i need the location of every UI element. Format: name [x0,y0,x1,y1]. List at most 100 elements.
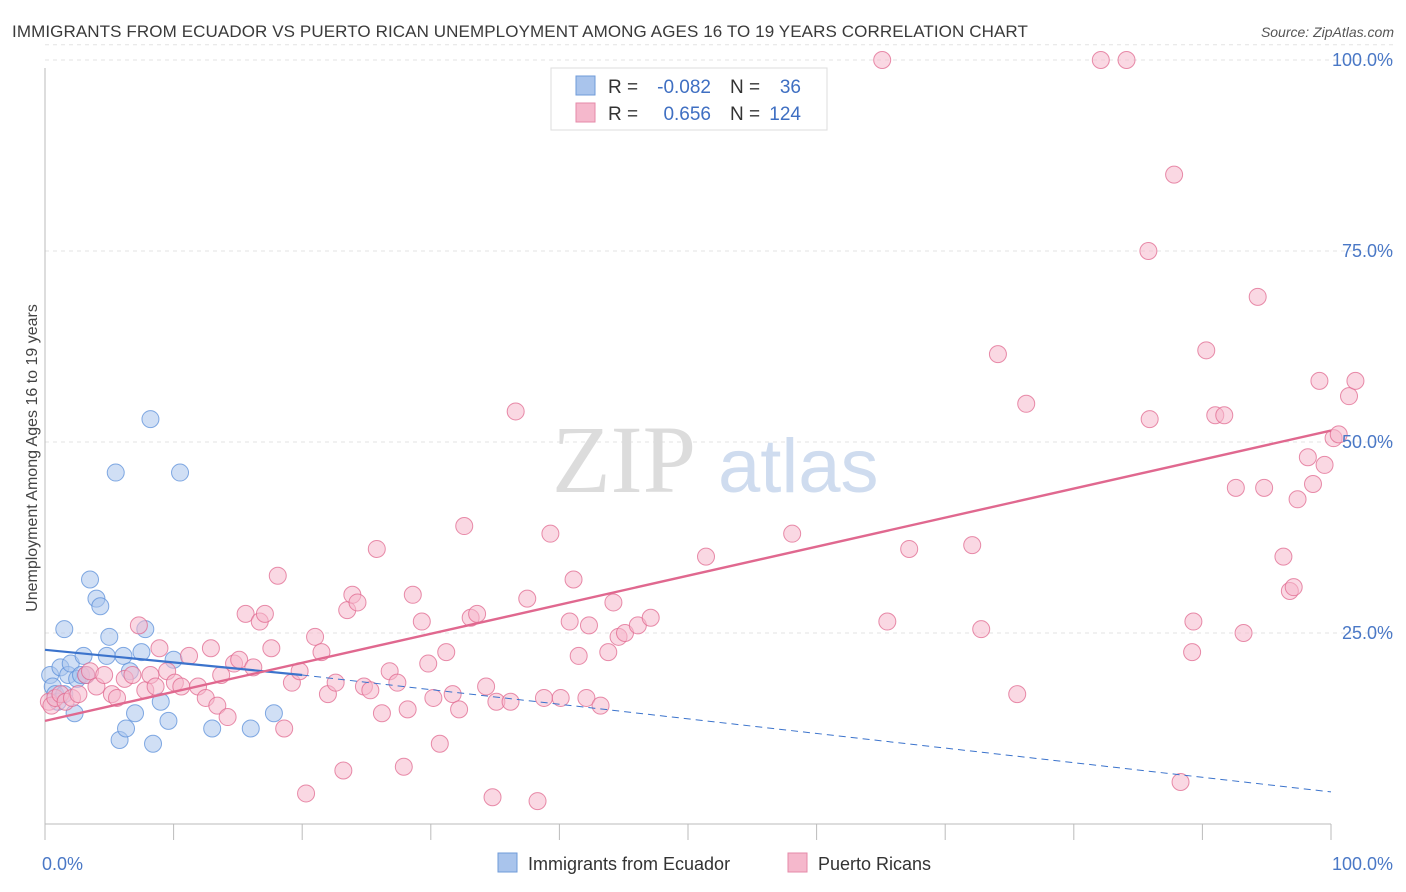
point-puerto-rican [518,589,537,608]
legend-bottom-label-ecuador: Immigrants from Ecuador [528,854,730,874]
legend-bottom: Immigrants from Ecuador Puerto Ricans [497,852,931,874]
axes [44,68,1332,840]
point-puerto-rican [560,612,579,631]
point-puerto-rican [1284,578,1303,597]
point-puerto-rican [1234,624,1253,642]
point-puerto-rican [501,692,520,711]
legend-n-label: N = [730,104,760,125]
point-puerto-rican [1139,242,1158,260]
point-puerto-rican [1303,475,1322,494]
point-puerto-rican [534,688,553,707]
legend-box [550,67,828,131]
legend-r-value: -0.082 [657,77,711,98]
data-points [39,51,1365,811]
point-puerto-rican [1248,287,1267,306]
legend-top: R = -0.082 N = 36 R = 0.656 N = 124 [550,67,828,131]
point-puerto-rican [1340,387,1359,406]
point-ecuador [203,719,222,738]
grid-lines [45,44,1394,634]
y-tick-label: 75.0% [1342,241,1393,261]
point-ecuador [144,734,163,753]
x-tick-label: 100.0% [1332,854,1393,874]
point-ecuador [81,570,100,589]
point-puerto-rican [1215,406,1234,425]
point-puerto-rican [972,620,991,639]
point-puerto-rican [394,757,413,776]
point-puerto-rican [367,539,386,558]
legend-row-puerto-ricans: R = 0.656 N = 124 [575,102,801,125]
point-puerto-rican [388,673,407,692]
point-puerto-rican [361,681,380,700]
point-puerto-rican [326,673,345,692]
point-puerto-rican [1329,425,1348,444]
point-puerto-rican [218,708,237,727]
point-puerto-rican [1288,490,1307,509]
point-puerto-rican [528,792,547,811]
point-puerto-rican [1255,478,1274,497]
point-puerto-rican [403,585,422,604]
point-puerto-rican [398,700,417,719]
point-puerto-rican [262,639,281,658]
point-puerto-rican [579,616,598,635]
point-puerto-rican [1298,448,1317,467]
point-ecuador [55,620,74,639]
point-puerto-rican [483,788,502,807]
point-puerto-rican [963,536,982,555]
trend-line-ecuador-extension [302,674,1332,793]
source-credit: Source: ZipAtlas.com [1260,24,1394,40]
point-puerto-rican [1197,341,1216,360]
point-puerto-rican [297,784,316,803]
point-puerto-rican [348,593,367,612]
point-puerto-rican [541,524,560,543]
chart-title: IMMIGRANTS FROM ECUADOR VS PUERTO RICAN … [12,22,1028,41]
legend-n-value: 36 [780,77,801,98]
point-puerto-rican [878,612,897,631]
point-puerto-rican [1008,685,1027,704]
legend-n-label: N = [730,77,760,98]
point-puerto-rican [1346,371,1365,390]
point-puerto-rican [95,666,114,685]
point-puerto-rican [255,604,274,623]
point-ecuador [126,704,145,723]
legend-bottom-swatch-ecuador [497,852,518,873]
point-puerto-rican [208,696,227,715]
point-puerto-rican [1183,643,1202,662]
x-tick-labels: 0.0% 100.0% [42,854,1393,874]
point-puerto-rican [1274,547,1293,566]
point-puerto-rican [873,51,892,69]
point-puerto-rican [599,643,618,662]
point-puerto-rican [604,593,623,612]
point-ecuador [241,719,260,738]
point-puerto-rican [129,616,148,635]
legend-r-label: R = [608,77,638,98]
y-axis-title: Unemployment Among Ages 16 to 19 years [24,304,41,612]
point-puerto-rican [201,639,220,658]
legend-bottom-swatch-puerto-ricans [787,852,808,873]
point-ecuador [141,410,160,429]
point-puerto-rican [306,627,325,646]
point-puerto-rican [424,688,443,707]
point-puerto-rican [123,666,142,685]
point-ecuador [91,597,110,616]
point-puerto-rican [150,639,169,658]
point-puerto-rican [577,688,596,707]
point-puerto-rican [697,547,716,566]
point-puerto-rican [591,696,610,715]
y-tick-label: 25.0% [1342,623,1393,643]
point-puerto-rican [146,677,165,696]
point-puerto-rican [450,700,469,719]
y-tick-labels: 25.0% 50.0% 75.0% 100.0% [1332,50,1393,643]
point-puerto-rican [1165,165,1184,184]
point-ecuador [100,627,119,646]
point-puerto-rican [564,570,583,589]
y-tick-label: 50.0% [1342,432,1393,452]
point-puerto-rican [69,685,88,704]
trend-line-puerto-ricans [44,429,1332,723]
point-puerto-rican [1171,772,1190,791]
legend-r-value: 0.656 [663,104,711,125]
point-puerto-rican [551,688,570,707]
point-puerto-rican [506,402,525,421]
point-ecuador [117,719,136,738]
point-puerto-rican [455,517,474,536]
